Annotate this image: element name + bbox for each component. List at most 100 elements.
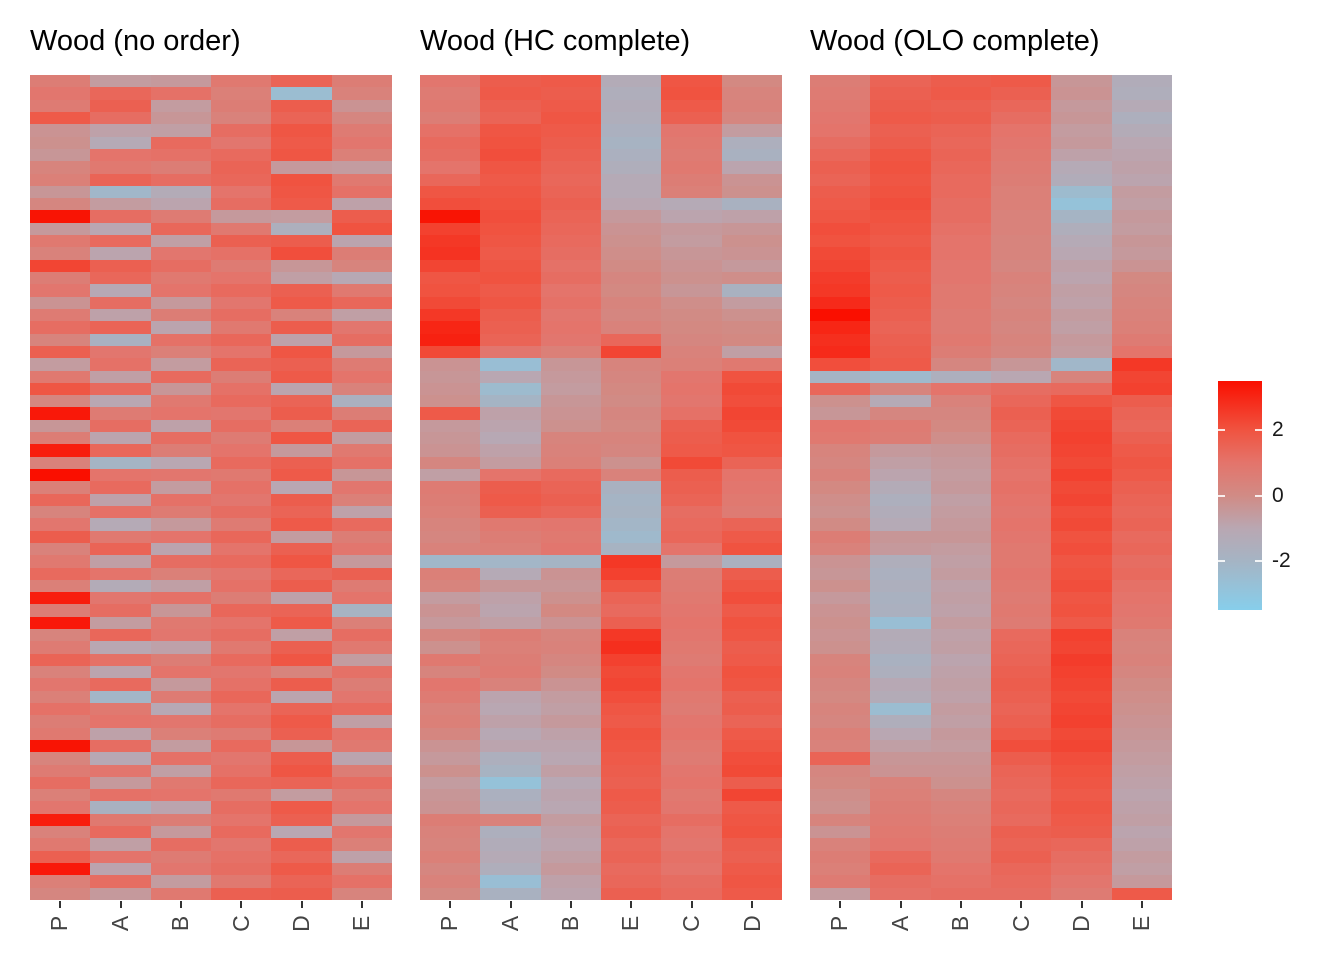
heatmap-cell — [210, 419, 272, 433]
heatmap-cell — [870, 75, 931, 88]
heatmap-cell — [210, 124, 272, 137]
heatmap-cell — [810, 345, 871, 359]
heatmap-cell — [930, 161, 991, 174]
heatmap-cell — [271, 850, 332, 864]
heatmap-cell — [90, 198, 151, 211]
heatmap-cell — [271, 296, 332, 309]
heatmap-cell — [271, 838, 332, 851]
heatmap-cell — [331, 469, 392, 482]
heatmap-cell — [271, 887, 332, 900]
heatmap-cell — [420, 555, 481, 568]
heatmap-cell — [210, 456, 272, 470]
heatmap-cell — [30, 789, 91, 802]
heatmap-cell — [1051, 296, 1112, 309]
heatmap-cell — [870, 419, 931, 433]
panel-title-hc-complete: Wood (HC complete) — [420, 25, 691, 57]
heatmap-cell — [930, 272, 991, 285]
heatmap-cell — [600, 296, 662, 309]
heatmap-cell — [480, 333, 541, 346]
heatmap-cell — [150, 555, 211, 568]
heatmap-cell — [480, 505, 541, 519]
heatmap-cell — [1111, 826, 1172, 839]
heatmap-cell — [661, 370, 722, 383]
heatmap-cell — [600, 739, 662, 753]
heatmap-cell — [90, 690, 151, 703]
heatmap-cell — [420, 616, 481, 630]
heatmap-cell — [540, 210, 601, 223]
heatmap-cell — [420, 333, 481, 346]
heatmap-cell — [331, 666, 392, 679]
heatmap-cell — [721, 813, 782, 827]
heatmap-cell — [990, 222, 1052, 236]
heatmap-cell — [990, 210, 1052, 223]
heatmap-cell — [661, 826, 722, 839]
heatmap-cell — [210, 715, 272, 728]
heatmap-cell — [331, 259, 392, 272]
heatmap-cell — [150, 308, 211, 322]
heatmap-cell — [1111, 345, 1172, 359]
heatmap-cell — [540, 284, 601, 297]
heatmap-cell — [600, 505, 662, 519]
heatmap-cell — [1051, 272, 1112, 285]
heatmap-cell — [30, 592, 91, 605]
heatmap-cell — [150, 813, 211, 827]
heatmap-cell — [331, 702, 392, 716]
heatmap-cell — [331, 124, 392, 137]
heatmap-cell — [930, 259, 991, 272]
heatmap-cell — [30, 99, 91, 112]
heatmap-cell — [210, 247, 272, 260]
legend-tick-mark — [1255, 559, 1262, 562]
heatmap-cell — [990, 111, 1052, 125]
heatmap-cell — [30, 395, 91, 408]
heatmap-cell — [661, 124, 722, 137]
heatmap-cell — [661, 641, 722, 654]
heatmap-cell — [1111, 148, 1172, 162]
heatmap-cell — [150, 629, 211, 642]
heatmap-cell — [600, 136, 662, 149]
heatmap-cell — [540, 875, 601, 888]
heatmap-cell — [600, 235, 662, 248]
heatmap-cell — [420, 678, 481, 691]
heatmap-cell — [540, 813, 601, 827]
heatmap-cell — [90, 259, 151, 272]
heatmap-cell — [1051, 419, 1112, 433]
heatmap-cell — [150, 161, 211, 174]
heatmap-cell — [540, 838, 601, 851]
legend-tick-mark — [1218, 559, 1225, 562]
heatmap-cell — [420, 641, 481, 654]
heatmap-cell — [721, 382, 782, 396]
heatmap-cell — [210, 604, 272, 617]
heatmap-cell — [331, 419, 392, 433]
heatmap-cell — [271, 235, 332, 248]
heatmap-cell — [150, 752, 211, 765]
heatmap-cell — [930, 173, 991, 186]
heatmap-cell — [480, 493, 541, 506]
heatmap-cell — [600, 616, 662, 630]
heatmap-cell — [331, 235, 392, 248]
heatmap-cell — [30, 432, 91, 445]
heatmap-cell — [930, 308, 991, 322]
heatmap-cell — [90, 395, 151, 408]
heatmap-cell — [1111, 641, 1172, 654]
heatmap-cell — [870, 333, 931, 346]
heatmap-cell — [540, 222, 601, 236]
heatmap-cell — [210, 567, 272, 580]
heatmap-cell — [721, 87, 782, 100]
heatmap-cell — [990, 505, 1052, 519]
heatmap-cell — [810, 505, 871, 519]
heatmap-cell — [1111, 456, 1172, 470]
heatmap-cell — [721, 518, 782, 531]
heatmap-cell — [331, 801, 392, 814]
heatmap-cell — [661, 185, 722, 199]
heatmap-cell — [480, 198, 541, 211]
heatmap-cell — [1111, 370, 1172, 383]
heatmap-cell — [600, 604, 662, 617]
heatmap-cell — [930, 370, 991, 383]
heatmap-cell — [870, 801, 931, 814]
heatmap-cell — [150, 456, 211, 470]
heatmap-cell — [420, 826, 481, 839]
heatmap-cell — [810, 444, 871, 457]
heatmap-cell — [90, 702, 151, 716]
heatmap-cell — [150, 690, 211, 703]
heatmap-cell — [150, 419, 211, 433]
